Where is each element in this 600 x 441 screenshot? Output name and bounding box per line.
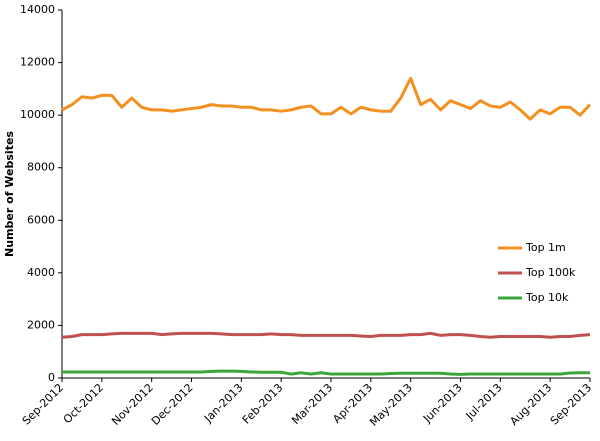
x-tick-label: Jun-2013 — [420, 381, 465, 426]
y-tick-label: 0 — [48, 371, 55, 384]
y-tick-label: 14000 — [20, 3, 55, 16]
legend-label: Top 100k — [525, 266, 576, 279]
x-tick-label: Mar-2013 — [289, 381, 335, 427]
series-line — [61, 76, 592, 121]
x-tick-label: Jul-2013 — [463, 381, 505, 423]
x-tick-label: Sep-2012 — [20, 381, 66, 427]
x-tick-label: Oct-2012 — [61, 381, 106, 426]
series-line — [62, 369, 590, 376]
y-tick-label: 4000 — [27, 266, 55, 279]
x-tick-label: May-2013 — [367, 381, 415, 429]
x-tick-label: Jan-2013 — [201, 381, 245, 425]
legend-label: Top 10k — [525, 291, 569, 304]
y-tick-label: 12000 — [20, 56, 55, 69]
x-tick-label: Aug-2013 — [507, 381, 554, 428]
series-line — [61, 331, 591, 339]
y-tick-label: 2000 — [27, 318, 55, 331]
x-tick-label: Feb-2013 — [240, 381, 286, 427]
y-tick-label: 8000 — [27, 161, 55, 174]
x-tick-label: Dec-2012 — [149, 381, 196, 428]
y-tick-label: 6000 — [27, 213, 55, 226]
legend-label: Top 1m — [525, 241, 566, 254]
y-axis-title: Number of Websites — [3, 131, 16, 257]
y-tick-label: 10000 — [20, 108, 55, 121]
x-tick-label: Nov-2012 — [109, 381, 156, 428]
x-tick-label: Sep-2013 — [548, 381, 594, 427]
